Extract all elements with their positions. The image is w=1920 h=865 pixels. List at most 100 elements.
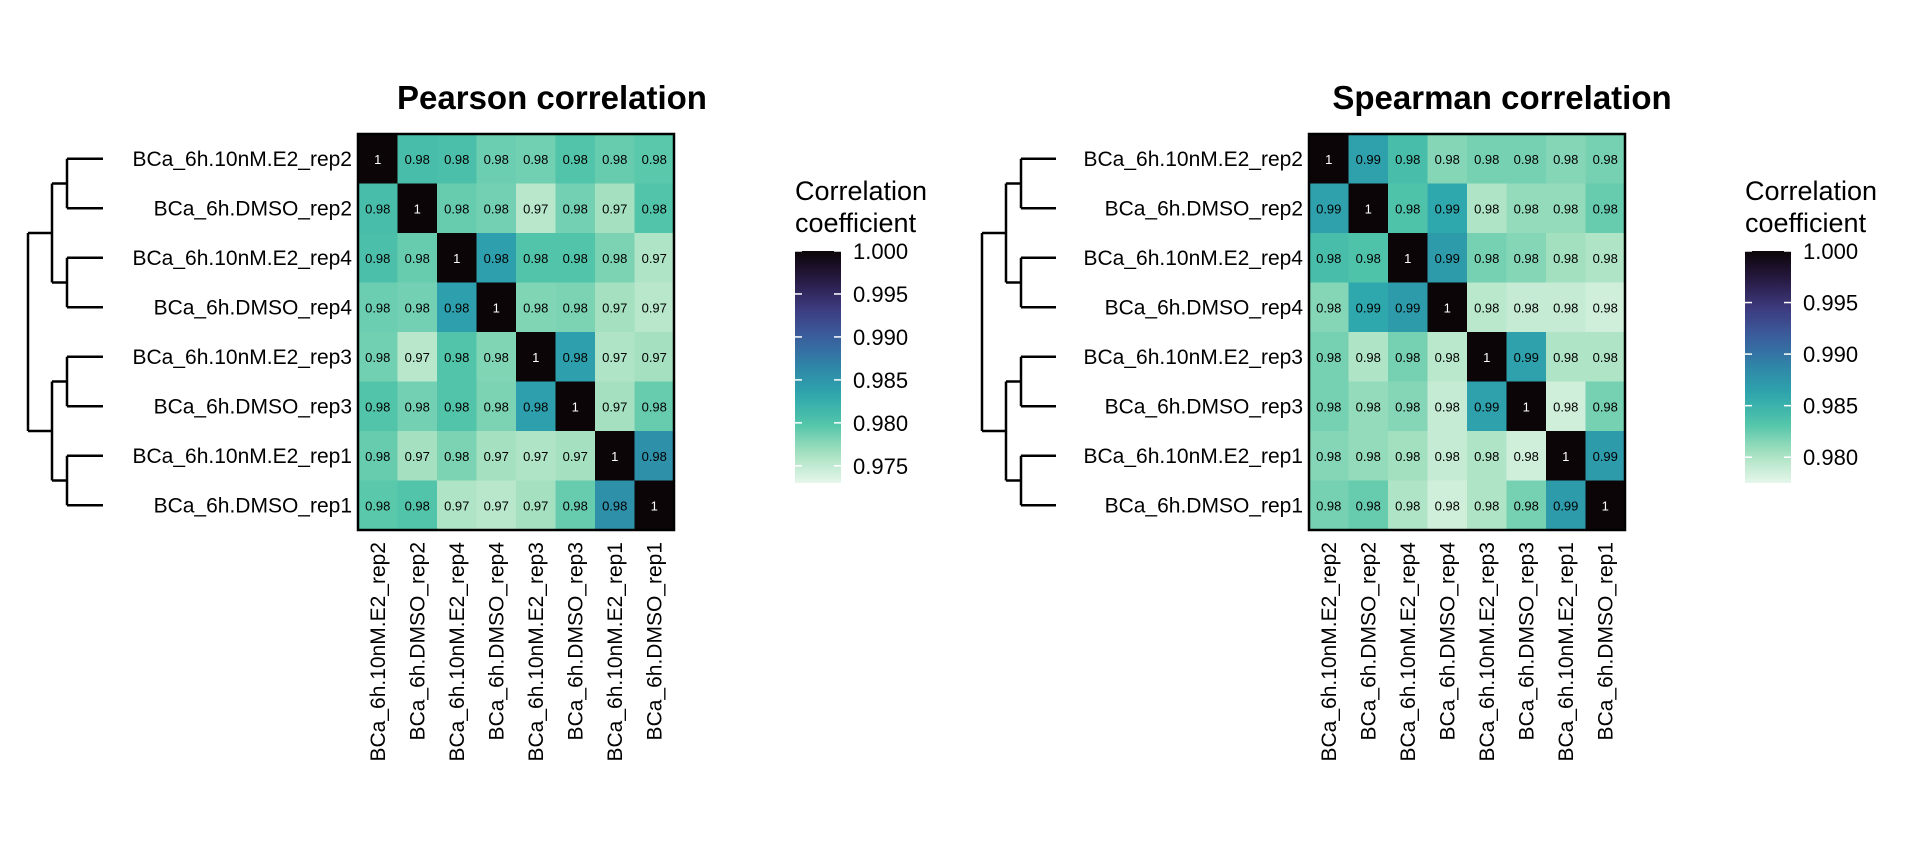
pearson-cells: 1 0.98 0.98 0.98 0.98 0.98 0.98 0.98 0.98 1 0.98 0.… — [356, 132, 676, 532]
heatmap-cell — [1309, 233, 1350, 284]
cell-value-label: 0.98 — [602, 251, 627, 266]
heatmap-cell — [555, 332, 596, 383]
column-label: BCa_6h.10nM.E2_rep4 — [446, 542, 469, 762]
cell-value-label: 0.98 — [1593, 152, 1618, 167]
heatmap-cell — [595, 134, 636, 185]
cell-value-label: 0.99 — [1356, 300, 1381, 315]
heatmap-cell — [397, 431, 438, 482]
row-label: BCa_6h.10nM.E2_rep3 — [1084, 346, 1304, 369]
cell-value-label: 0.98 — [1474, 251, 1499, 266]
heatmap-cell — [397, 134, 438, 185]
cell-value-label: 0.98 — [1395, 350, 1420, 365]
heatmap-cell — [1506, 134, 1547, 185]
cell-value-label: 0.97 — [523, 449, 548, 464]
pearson-title: Pearson correlation — [397, 79, 707, 116]
heatmap-cell — [1506, 480, 1547, 531]
heatmap-cell — [358, 233, 399, 284]
heatmap-cell — [476, 183, 517, 234]
heatmap-cell — [1467, 282, 1508, 333]
cell-value-label: 0.98 — [1316, 399, 1341, 414]
heatmap-border — [1307, 132, 1627, 532]
cell-value-label: 0.98 — [523, 300, 548, 315]
column-label: BCa_6h.DMSO_rep3 — [564, 542, 587, 740]
heatmap-cell — [1467, 381, 1508, 432]
legend-title: Correlation — [1745, 176, 1877, 206]
cell-value-label: 0.97 — [642, 300, 667, 315]
cell-value-label: 0.99 — [1435, 251, 1460, 266]
cell-value-label: 0.98 — [563, 498, 588, 513]
heatmap-cell — [358, 332, 399, 383]
heatmap-cell — [516, 233, 557, 284]
cell-value-label: 0.97 — [602, 300, 627, 315]
cell-value-label: 0.98 — [1356, 399, 1381, 414]
legend-tick-label: 0.975 — [853, 454, 908, 479]
cell-value-label: 0.98 — [484, 350, 509, 365]
column-label: BCa_6h.DMSO_rep2 — [406, 542, 429, 740]
cell-value-label: 0.98 — [563, 201, 588, 216]
column-label: BCa_6h.DMSO_rep3 — [1515, 542, 1538, 740]
cell-value-label: 0.98 — [405, 152, 430, 167]
heatmap-cell — [397, 480, 438, 531]
heatmap-cell — [634, 480, 675, 531]
heatmap-cell — [1348, 381, 1389, 432]
heatmap-cell — [1388, 381, 1429, 432]
cell-value-label: 1 — [1602, 498, 1609, 513]
cell-value-label: 0.97 — [523, 498, 548, 513]
cell-value-label: 0.98 — [444, 152, 469, 167]
cell-value-label: 0.98 — [365, 399, 390, 414]
heatmap-cell — [1546, 134, 1587, 185]
legend-title: coefficient — [795, 208, 917, 238]
heatmap-cell — [595, 332, 636, 383]
heatmap-cell — [1506, 282, 1547, 333]
heatmap-cell — [1506, 183, 1547, 234]
column-label: BCa_6h.10nM.E2_rep1 — [604, 542, 627, 762]
cell-value-label: 0.99 — [1593, 449, 1618, 464]
heatmap-cell — [595, 480, 636, 531]
heatmap-cell — [397, 233, 438, 284]
cell-value-label: 1 — [1562, 449, 1569, 464]
row-label: BCa_6h.DMSO_rep2 — [154, 197, 352, 220]
spearman-heatmap-panel: Spearman correlation 1 0.99 0.98 0.98 0.98 0.… — [980, 79, 1877, 762]
column-label: BCa_6h.10nM.E2_rep2 — [367, 542, 390, 762]
heatmap-cell — [1585, 480, 1626, 531]
cell-value-label: 0.98 — [484, 201, 509, 216]
spearman-row-labels: BCa_6h.10nM.E2_rep2 BCa_6h.DMSO_rep2 BCa_6… — [1084, 148, 1304, 518]
heatmap-cell — [516, 332, 557, 383]
cell-value-label: 0.98 — [1514, 498, 1539, 513]
heatmap-cell — [1506, 332, 1547, 383]
column-label: BCa_6h.DMSO_rep2 — [1357, 542, 1380, 740]
heatmap-cell — [1348, 332, 1389, 383]
cell-value-label: 0.97 — [602, 201, 627, 216]
heatmap-cell — [634, 183, 675, 234]
heatmap-cell — [555, 431, 596, 482]
cell-value-label: 0.98 — [1435, 498, 1460, 513]
cell-value-label: 1 — [532, 350, 539, 365]
cell-value-label: 0.98 — [523, 399, 548, 414]
heatmap-cell — [1427, 233, 1468, 284]
heatmap-cell — [555, 183, 596, 234]
heatmap-cell — [1309, 381, 1350, 432]
heatmap-cell — [358, 183, 399, 234]
cell-value-label: 0.98 — [602, 152, 627, 167]
cell-value-label: 0.98 — [1553, 300, 1578, 315]
cell-value-label: 0.98 — [642, 201, 667, 216]
heatmap-cell — [1546, 183, 1587, 234]
legend-title: coefficient — [1745, 208, 1867, 238]
heatmap-cell — [397, 183, 438, 234]
cell-value-label: 0.98 — [1593, 251, 1618, 266]
cell-value-label: 0.98 — [1395, 399, 1420, 414]
heatmap-cell — [555, 480, 596, 531]
heatmap-cell — [476, 431, 517, 482]
legend-tick-label: 0.985 — [1803, 394, 1858, 419]
cell-value-label: 0.98 — [1593, 201, 1618, 216]
cell-value-label: 1 — [453, 251, 460, 266]
cell-value-label: 0.98 — [1553, 152, 1578, 167]
cell-value-label: 0.98 — [1514, 300, 1539, 315]
cell-value-label: 1 — [493, 300, 500, 315]
heatmap-cell — [1585, 183, 1626, 234]
heatmap-cell — [516, 134, 557, 185]
column-label: BCa_6h.10nM.E2_rep3 — [525, 542, 548, 762]
heatmap-cell — [1309, 480, 1350, 531]
heatmap-cell — [1546, 233, 1587, 284]
legend-tick-label: 0.990 — [1803, 342, 1858, 367]
